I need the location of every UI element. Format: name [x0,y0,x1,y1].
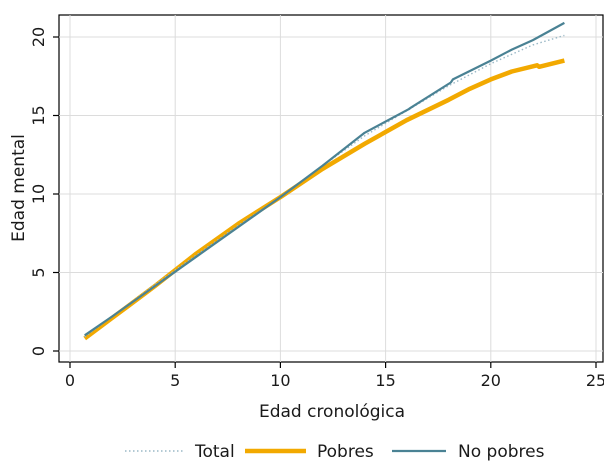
legend: Total Pobres No pobres [125,442,545,462]
x-tick-label: 0 [65,371,75,390]
legend-label-total: Total [194,442,235,462]
y-tick-label: 15 [29,105,48,125]
series-line-no-pobres [84,21,565,337]
x-tick-label: 10 [270,371,290,390]
series-lines [83,21,565,341]
x-axis-label: Edad cronológica [259,402,405,422]
y-axis-label: Edad mental [9,134,29,242]
grid [59,15,603,362]
legend-label-no-pobres: No pobres [458,442,545,462]
y-tick-label: 20 [29,27,48,47]
y-tick-label: 0 [29,346,48,356]
y-tick-label: 10 [29,184,48,204]
x-tick-label: 15 [375,371,395,390]
x-tick-label: 25 [586,371,604,390]
x-tick-label: 20 [481,371,501,390]
legend-label-pobres: Pobres [317,442,374,462]
x-tick-label: 5 [170,371,180,390]
y-tick-label: 5 [29,267,48,277]
y-axis: 0 5 10 15 20 [29,27,59,356]
x-axis: 0 5 10 15 20 25 [65,362,604,390]
